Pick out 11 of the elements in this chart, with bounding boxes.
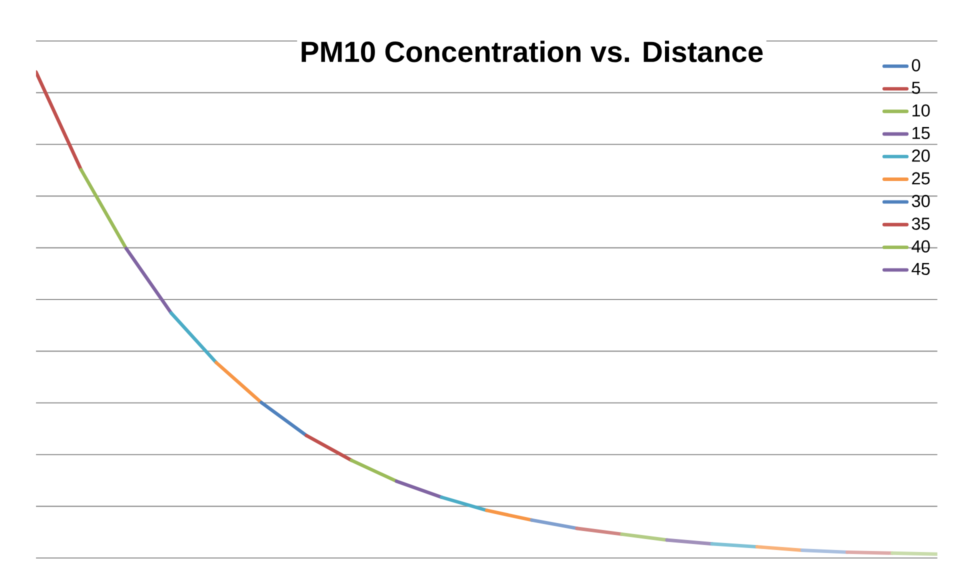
legend-label: 25 [912, 172, 930, 184]
legend-label: 0 [912, 59, 920, 72]
legend-label: 5 [912, 82, 920, 94]
legend-label: 45 [912, 262, 930, 276]
legend-label: 20 [912, 150, 930, 162]
legend-label: 35 [912, 218, 930, 230]
legend-label: 40 [912, 240, 930, 253]
legend-label: 10 [912, 104, 930, 117]
legend-label: 30 [912, 194, 930, 208]
chart-title: PM10 Concentration vs. Distance [302, 40, 763, 62]
legend-label: 15 [912, 127, 930, 140]
